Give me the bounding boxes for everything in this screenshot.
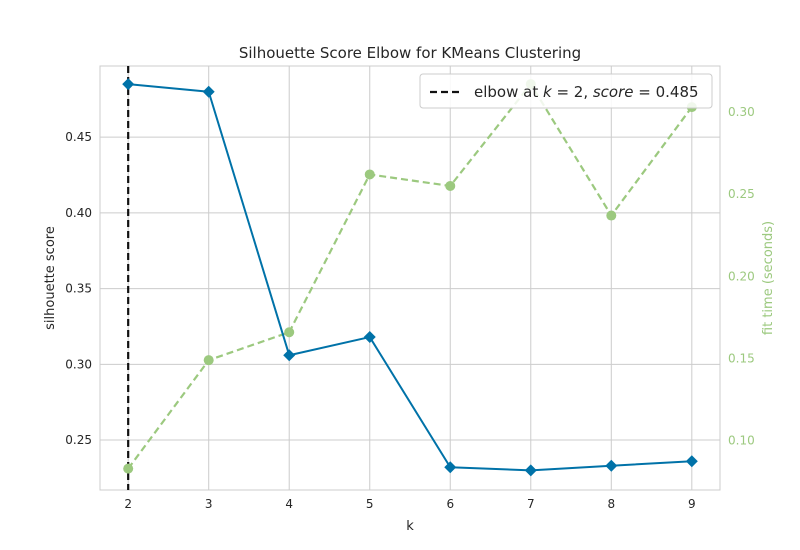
y-axis-label: silhouette score [43, 226, 58, 330]
x-tick-label: 6 [446, 497, 454, 511]
x-tick-label: 9 [688, 497, 696, 511]
fit-time-point [284, 327, 295, 338]
silhouette-point [444, 461, 457, 474]
silhouette-point [524, 464, 537, 477]
fit-time-point [445, 180, 456, 191]
fit-time-point [203, 355, 214, 366]
y2-tick-label: 0.25 [728, 187, 755, 201]
x-axis-label: k [406, 519, 414, 534]
x-tick-label: 3 [205, 497, 213, 511]
y2-tick-label: 0.10 [728, 434, 755, 448]
fit-time-point [123, 463, 134, 474]
fit-time-line [127, 82, 693, 470]
silhouette-point [363, 331, 376, 344]
legend-k-symbol: k [543, 83, 553, 101]
silhouette-point [202, 85, 215, 98]
legend-prefix: elbow at [474, 83, 543, 101]
silhouette-point [605, 459, 618, 472]
silhouette-line [128, 83, 692, 472]
x-tick-label: 2 [124, 497, 132, 511]
plot-area [99, 65, 721, 491]
x-tick-label: 4 [285, 497, 293, 511]
x-tick-label: 7 [527, 497, 535, 511]
chart-title: Silhouette Score Elbow for KMeans Cluste… [239, 44, 581, 62]
y-tick-label: 0.40 [65, 206, 92, 220]
fit-time-point [364, 169, 375, 180]
y-tick-label: 0.35 [65, 282, 92, 296]
legend-label: elbow at k = 2, score = 0.485 [474, 83, 699, 101]
x-ticks: 2 3 4 5 6 7 8 9 [124, 497, 695, 511]
y-ticks: 0.25 0.30 0.35 0.40 0.45 [65, 130, 92, 447]
y2-tick-label: 0.20 [728, 269, 755, 283]
series [127, 82, 693, 472]
silhouette-point [283, 349, 296, 362]
y2-tick-label: 0.30 [728, 105, 755, 119]
grid [100, 66, 720, 490]
legend: elbow at k = 2, score = 0.485 [419, 73, 713, 109]
y2-ticks: 0.10 0.15 0.20 0.25 0.30 [728, 105, 755, 448]
legend-score-symbol: score [593, 83, 634, 101]
legend-box [419, 73, 713, 109]
y-tick-label: 0.25 [65, 433, 92, 447]
y-tick-label: 0.45 [65, 130, 92, 144]
y-tick-label: 0.30 [65, 357, 92, 371]
fit-time-point [606, 210, 617, 221]
x-tick-label: 8 [607, 497, 615, 511]
y2-tick-label: 0.15 [728, 352, 755, 366]
x-tick-label: 5 [366, 497, 374, 511]
legend-score-value: = 0.485 [634, 83, 699, 101]
silhouette-point [122, 78, 135, 91]
y2-axis-label: fit time (seconds) [761, 221, 776, 335]
silhouette-point [685, 455, 698, 468]
legend-k-value: = 2, [552, 83, 593, 101]
